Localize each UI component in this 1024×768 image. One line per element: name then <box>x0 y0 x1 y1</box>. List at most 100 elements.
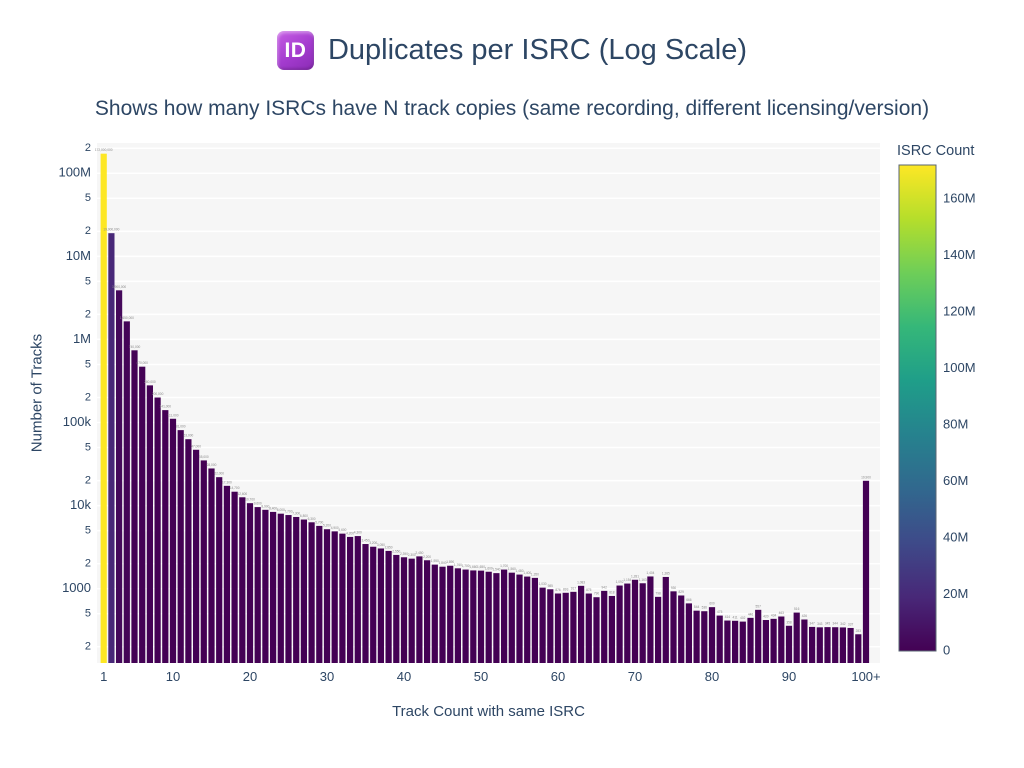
bar[interactable] <box>254 507 261 663</box>
bar[interactable] <box>100 153 107 663</box>
bar[interactable] <box>216 477 223 663</box>
bar[interactable] <box>169 418 177 663</box>
bar[interactable] <box>354 536 361 663</box>
bar[interactable] <box>747 617 754 663</box>
bar[interactable] <box>716 615 723 663</box>
bar[interactable] <box>585 593 592 663</box>
bar[interactable] <box>616 585 623 663</box>
bar[interactable] <box>416 556 423 663</box>
bar[interactable] <box>739 621 746 663</box>
bar[interactable] <box>393 554 400 663</box>
bar[interactable] <box>670 591 677 663</box>
bar[interactable] <box>246 503 254 663</box>
bar[interactable] <box>131 350 138 663</box>
bar[interactable] <box>578 585 585 663</box>
bar[interactable] <box>123 321 130 663</box>
bar[interactable] <box>832 627 839 663</box>
bar[interactable] <box>385 550 392 663</box>
bar[interactable] <box>639 583 646 663</box>
bar[interactable] <box>524 576 531 663</box>
bar[interactable] <box>485 571 492 663</box>
bar[interactable] <box>323 529 331 663</box>
bar[interactable] <box>701 611 708 663</box>
bar[interactable] <box>539 587 546 663</box>
bar[interactable] <box>400 557 408 663</box>
bar[interactable] <box>347 536 354 663</box>
bar[interactable] <box>732 620 739 663</box>
bar[interactable] <box>501 569 508 663</box>
bar[interactable] <box>508 572 515 663</box>
bar[interactable] <box>778 616 785 663</box>
bar[interactable] <box>470 570 477 663</box>
bar[interactable] <box>154 397 161 663</box>
bar[interactable] <box>193 449 200 663</box>
bar[interactable] <box>200 460 207 663</box>
bar[interactable] <box>562 592 569 663</box>
bar[interactable] <box>408 558 415 663</box>
bar[interactable] <box>185 439 192 663</box>
bar[interactable] <box>724 620 731 663</box>
bar[interactable] <box>223 485 230 663</box>
bar[interactable] <box>139 366 146 663</box>
bar[interactable] <box>285 515 292 663</box>
bar[interactable] <box>547 589 554 663</box>
bar[interactable] <box>377 548 384 663</box>
bar[interactable] <box>454 568 461 663</box>
bar[interactable] <box>531 577 538 663</box>
bar[interactable] <box>847 627 854 663</box>
bar[interactable] <box>662 576 669 663</box>
bar[interactable] <box>262 509 269 663</box>
bar[interactable] <box>809 626 816 663</box>
bar[interactable] <box>331 531 338 663</box>
bar[interactable] <box>162 410 169 663</box>
bar[interactable] <box>554 593 562 663</box>
bar[interactable] <box>839 627 846 663</box>
bar[interactable] <box>793 612 800 663</box>
bar[interactable] <box>431 564 438 663</box>
bar[interactable] <box>339 533 346 663</box>
bar[interactable] <box>647 576 654 663</box>
bar[interactable] <box>370 546 377 663</box>
bar[interactable] <box>862 480 870 663</box>
bar[interactable] <box>601 590 608 663</box>
bar[interactable] <box>708 607 716 663</box>
bar[interactable] <box>493 573 500 663</box>
bar[interactable] <box>608 595 615 663</box>
bar[interactable] <box>231 491 238 663</box>
bar[interactable] <box>693 610 700 663</box>
bar[interactable] <box>624 583 631 663</box>
bar[interactable] <box>785 625 793 663</box>
bar[interactable] <box>439 566 446 663</box>
bar[interactable] <box>762 620 769 663</box>
bar[interactable] <box>801 619 808 663</box>
bar[interactable] <box>270 511 277 663</box>
bar[interactable] <box>447 565 454 663</box>
bar[interactable] <box>462 569 469 663</box>
bar[interactable] <box>816 627 823 663</box>
bar[interactable] <box>516 574 523 663</box>
bar[interactable] <box>308 522 315 663</box>
bar[interactable] <box>293 516 300 663</box>
bar[interactable] <box>678 595 685 663</box>
bar[interactable] <box>824 627 831 663</box>
bar[interactable] <box>593 597 600 663</box>
bar[interactable] <box>316 525 323 663</box>
bar[interactable] <box>239 497 246 663</box>
bar[interactable] <box>146 385 153 663</box>
bar[interactable] <box>300 519 307 663</box>
bar[interactable] <box>655 596 662 663</box>
bar[interactable] <box>362 544 369 663</box>
bar[interactable] <box>108 233 115 664</box>
bar[interactable] <box>116 290 123 663</box>
bar[interactable] <box>477 570 485 663</box>
bar[interactable] <box>177 430 184 663</box>
bar[interactable] <box>855 634 862 663</box>
bar[interactable] <box>570 591 577 663</box>
bar[interactable] <box>770 618 777 663</box>
bar[interactable] <box>685 603 692 663</box>
bar[interactable] <box>424 560 431 663</box>
bar[interactable] <box>631 579 639 663</box>
bar[interactable] <box>755 609 762 663</box>
bar[interactable] <box>208 468 215 663</box>
bar[interactable] <box>277 513 284 663</box>
